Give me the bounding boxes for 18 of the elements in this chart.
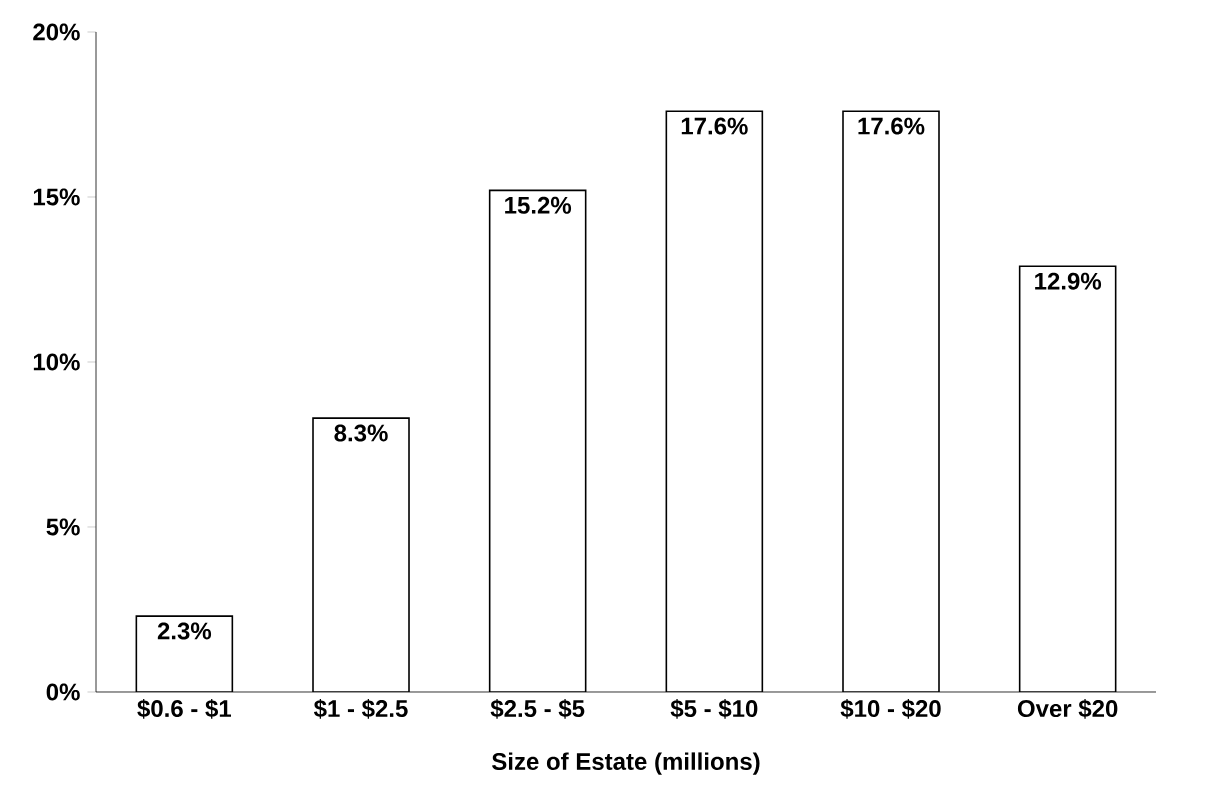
data-label: 17.6% bbox=[858, 117, 925, 135]
x-tick-label: $10 - $20 bbox=[840, 699, 941, 719]
data-label: 15.2% bbox=[505, 196, 572, 214]
data-label: 2.3% bbox=[157, 622, 212, 640]
y-tick-label: 0% bbox=[46, 683, 80, 701]
x-tick-label: $0.6 - $1 bbox=[137, 699, 232, 719]
data-label: 8.3% bbox=[334, 424, 388, 442]
x-tick-label: $2.5 - $5 bbox=[490, 699, 585, 719]
data-label: 17.6% bbox=[681, 117, 748, 135]
y-tick-label: 20% bbox=[33, 23, 80, 41]
data-label: 12.9% bbox=[1035, 272, 1102, 290]
x-axis-title: Size of Estate (millions) bbox=[492, 752, 760, 775]
x-tick-label: Over $20 bbox=[1017, 699, 1118, 719]
y-tick-label: 15% bbox=[33, 188, 80, 206]
x-tick-label: $5 - $10 bbox=[670, 699, 758, 719]
x-tick-label: $1 - $2.5 bbox=[313, 699, 408, 719]
y-tick-label: 5% bbox=[46, 518, 80, 536]
y-tick-label: 10% bbox=[33, 353, 80, 371]
